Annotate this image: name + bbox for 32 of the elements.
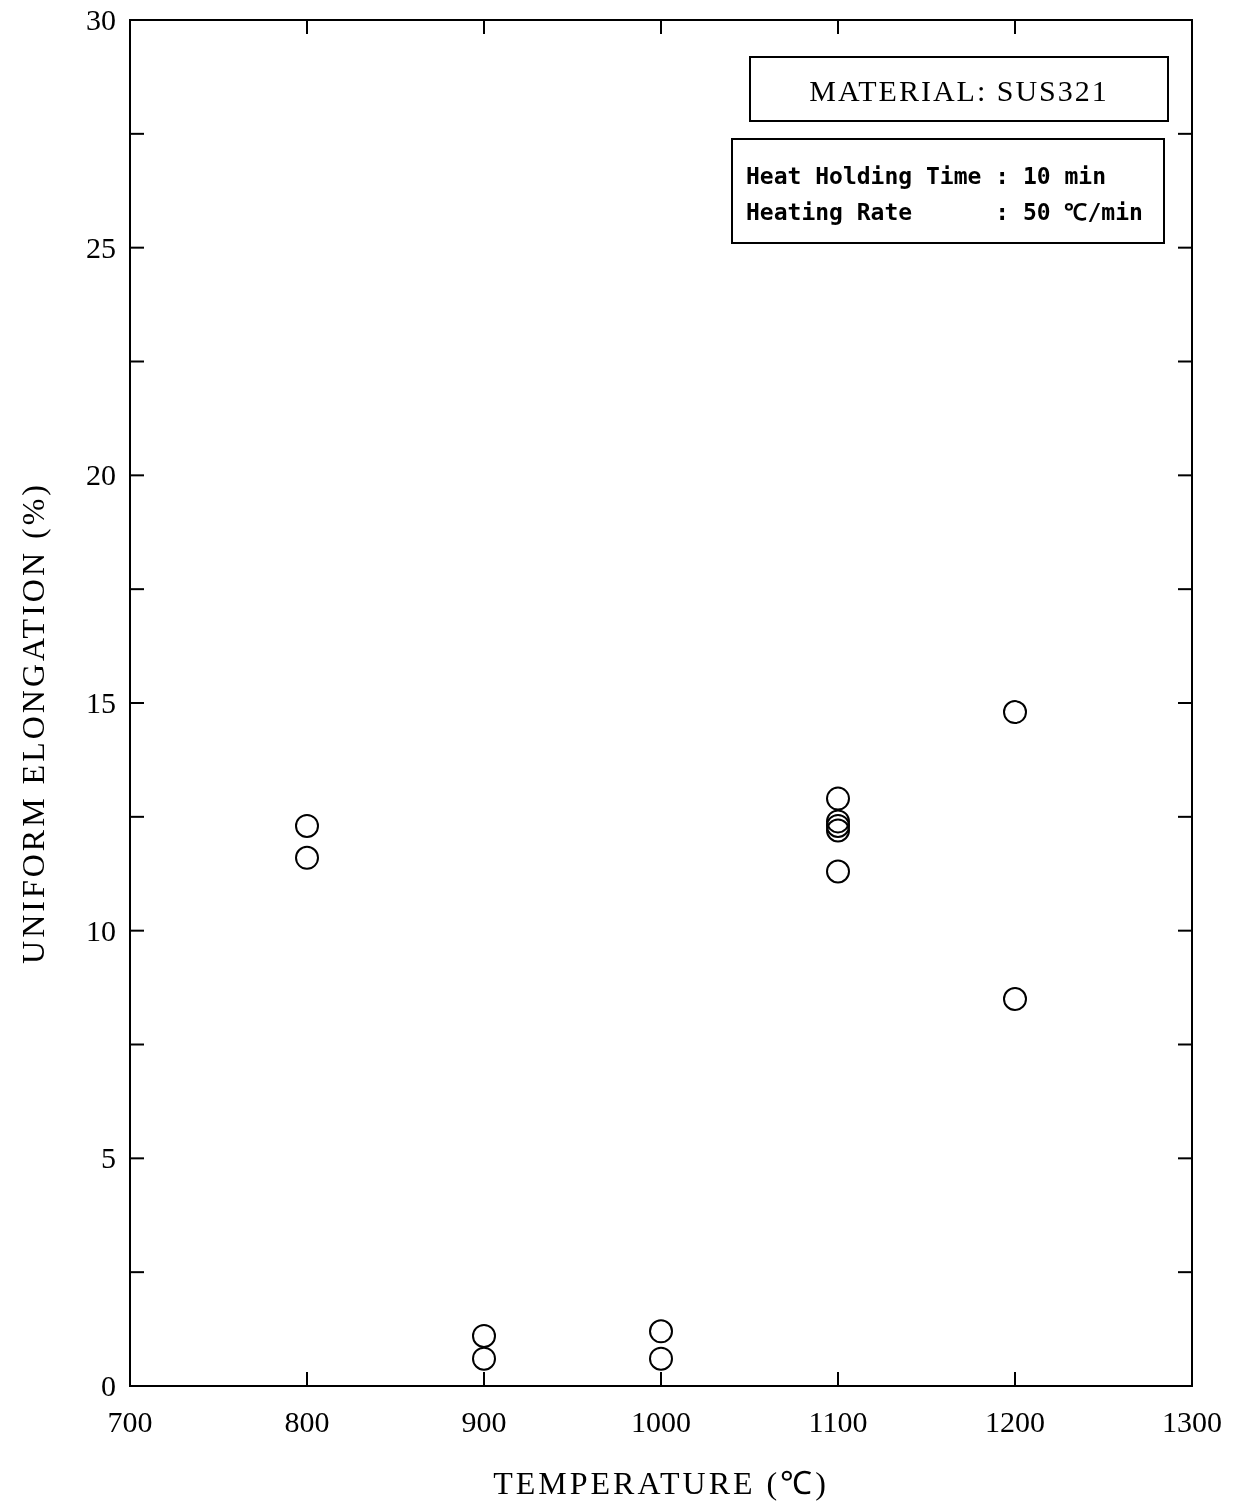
point [826,818,850,843]
point [1003,700,1027,725]
annotation: Heating Rate : 50 ℃/min [746,199,1143,225]
x-tick-label: 1100 [808,1405,868,1438]
point [295,813,319,838]
conditions-label-box: Heat Holding Time : 10 min Heating Rate : 50 ℃/min [731,138,1165,244]
x-tick-label: 1200 [985,1405,1045,1438]
y-axis-title: UNIFORM ELONGATION (%) [15,482,51,964]
y-tick-label: 20 [86,458,116,492]
point [472,1346,496,1371]
y-tick-label: 5 [101,1141,116,1175]
y-tick-label: 25 [86,230,116,264]
point [472,1323,496,1348]
annotation: Heat Holding Time : 10 min [746,163,1107,189]
x-tick-label: 1000 [631,1405,691,1438]
point [295,845,319,870]
point [649,1346,673,1371]
x-tick-label: 700 [107,1405,153,1438]
x-tick-label: 800 [284,1405,330,1438]
point [826,786,850,811]
x-tick-label: 1300 [1162,1405,1222,1438]
x-axis-title: TEMPERATURE (℃) [493,1465,829,1501]
point [649,1319,673,1344]
point [1003,986,1027,1011]
x-tick-label: 900 [461,1405,507,1438]
annotation: MATERIAL: SUS321 [809,74,1109,107]
y-tick-label: 30 [86,3,116,36]
y-tick-label: 15 [86,686,116,719]
material-label-box: MATERIAL: SUS321 [749,56,1169,122]
point [826,859,850,884]
y-tick-label: 0 [101,1369,116,1402]
y-tick-label: 10 [86,913,116,947]
